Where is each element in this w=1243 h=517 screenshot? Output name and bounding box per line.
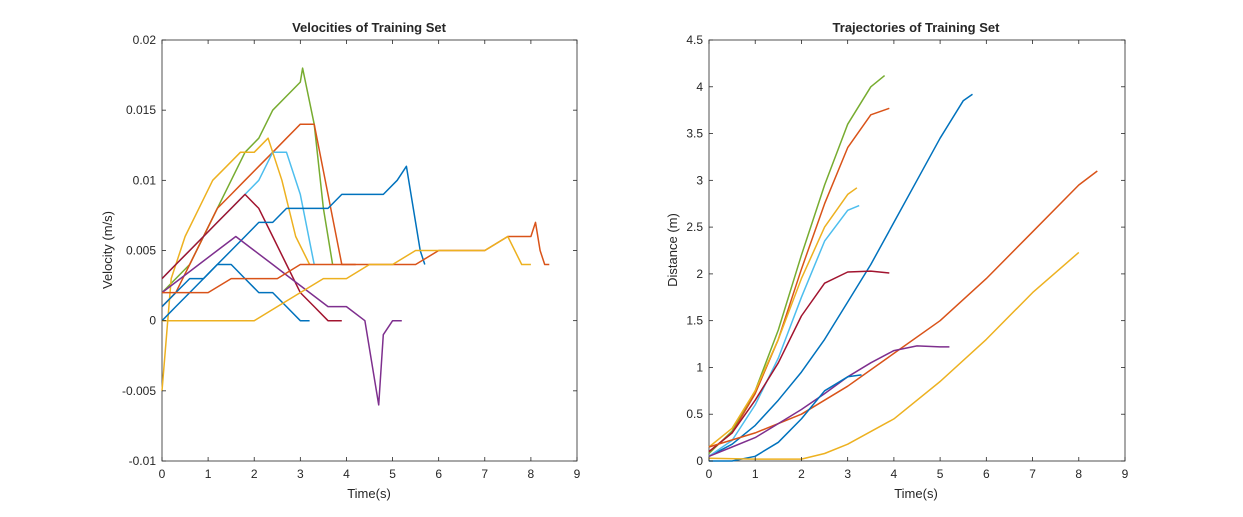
velocity-chart: Velocities of Training Set 0 1 2 3 4 5 6 7 8 9 -0…: [100, 20, 581, 501]
y-tick-label: 1: [696, 360, 703, 374]
x-axis-ticks: 0 1 2 3 4 5 6 7 8 9: [159, 40, 581, 481]
y-tick-label: -0.005: [122, 384, 156, 398]
x-tick-label: 7: [1029, 467, 1036, 481]
series-line-3: [708, 187, 858, 448]
x-tick-label: 6: [435, 467, 442, 481]
y-axis-label: Distance (m): [665, 213, 680, 287]
y-tick-label: 1.5: [686, 314, 703, 328]
x-tick-label: 9: [574, 467, 581, 481]
y-tick-label: 0.005: [126, 244, 156, 258]
series-line-8: [709, 374, 862, 462]
x-tick-label: 3: [844, 467, 851, 481]
series-line-9: [162, 235, 531, 322]
x-tick-label: 2: [251, 467, 258, 481]
x-axis-label: Time(s): [894, 486, 938, 501]
y-tick-label: 3: [696, 173, 703, 187]
x-tick-label: 8: [1075, 467, 1082, 481]
y-tick-label: 0: [696, 454, 703, 468]
series-line-5: [708, 270, 890, 453]
series-layer: [161, 67, 550, 406]
series-line-6: [161, 263, 310, 322]
series-line-9: [708, 251, 1080, 460]
plot-area: [708, 39, 1126, 462]
series-line-4: [708, 204, 860, 457]
y-tick-label: 0.02: [133, 33, 157, 47]
x-tick-label: 1: [205, 467, 212, 481]
y-tick-label: 0.015: [126, 103, 156, 117]
x-tick-label: 6: [983, 467, 990, 481]
x-tick-label: 9: [1122, 467, 1129, 481]
x-axis-label: Time(s): [347, 486, 391, 501]
y-tick-label: 0.01: [133, 173, 157, 187]
chart-title: Trajectories of Training Set: [833, 20, 1001, 35]
series-line-7: [708, 345, 950, 457]
x-tick-label: 7: [481, 467, 488, 481]
x-axis-ticks: 0 1 2 3 4 5 6 7 8 9: [706, 40, 1129, 481]
series-layer: [708, 75, 1098, 462]
y-axis-ticks: 0 0.5 1 1.5 2 2.5 3 3.5 4 4.5: [686, 33, 1125, 468]
y-tick-label: -0.01: [129, 454, 157, 468]
series-line-1: [161, 123, 356, 308]
y-axis-label: Velocity (m/s): [100, 211, 115, 289]
x-tick-label: 5: [937, 467, 944, 481]
series-line-1: [708, 107, 890, 453]
x-tick-label: 4: [891, 467, 898, 481]
y-tick-label: 4.5: [686, 33, 703, 47]
series-line-0: [708, 75, 886, 455]
x-tick-label: 2: [798, 467, 805, 481]
x-tick-label: 0: [159, 467, 166, 481]
y-axis-ticks: -0.01 -0.005 0 0.005 0.01 0.015 0.02: [122, 33, 577, 468]
series-line-4: [161, 193, 342, 322]
x-tick-label: 1: [752, 467, 759, 481]
chart-title: Velocities of Training Set: [292, 20, 447, 35]
y-tick-label: 2.5: [686, 220, 703, 234]
y-tick-label: 3.5: [686, 127, 703, 141]
series-line-2: [708, 93, 973, 457]
x-tick-label: 0: [706, 467, 713, 481]
y-tick-label: 4: [696, 80, 703, 94]
x-tick-label: 4: [343, 467, 350, 481]
y-tick-label: 0: [149, 314, 156, 328]
series-line-3: [161, 137, 311, 391]
x-tick-label: 3: [297, 467, 304, 481]
y-tick-label: 0.5: [686, 407, 703, 421]
series-line-7: [161, 235, 402, 406]
y-tick-label: 2: [696, 267, 703, 281]
x-tick-label: 8: [528, 467, 535, 481]
x-tick-label: 5: [389, 467, 396, 481]
